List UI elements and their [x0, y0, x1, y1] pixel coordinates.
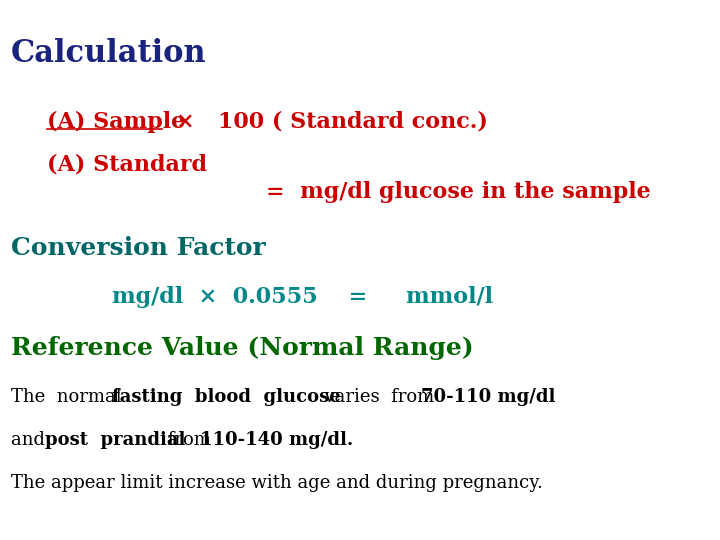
Text: 70-110 mg/dl: 70-110 mg/dl	[421, 388, 556, 406]
Text: 110-140 mg/dl.: 110-140 mg/dl.	[200, 431, 354, 449]
Text: =  mg/dl glucose in the sample: = mg/dl glucose in the sample	[266, 181, 651, 202]
Text: Conversion Factor: Conversion Factor	[11, 237, 266, 260]
Text: (A) Sample: (A) Sample	[47, 111, 185, 132]
Text: ×   100 ( Standard conc.): × 100 ( Standard conc.)	[176, 111, 488, 132]
Text: Reference Value (Normal Range): Reference Value (Normal Range)	[11, 336, 474, 360]
Text: post  prandial: post prandial	[45, 431, 186, 449]
Text: from: from	[162, 431, 217, 449]
Text: (A) Standard: (A) Standard	[47, 154, 207, 176]
Text: varies  from: varies from	[313, 388, 440, 406]
Text: fasting  blood  glucose: fasting blood glucose	[112, 388, 341, 406]
Text: The  normal: The normal	[11, 388, 127, 406]
Text: The appear limit increase with age and during pregnancy.: The appear limit increase with age and d…	[11, 474, 543, 492]
Text: and: and	[11, 431, 50, 449]
Text: Calculation: Calculation	[11, 38, 207, 69]
Text: mg/dl  ×  0.0555    =     mmol/l: mg/dl × 0.0555 = mmol/l	[112, 286, 492, 308]
